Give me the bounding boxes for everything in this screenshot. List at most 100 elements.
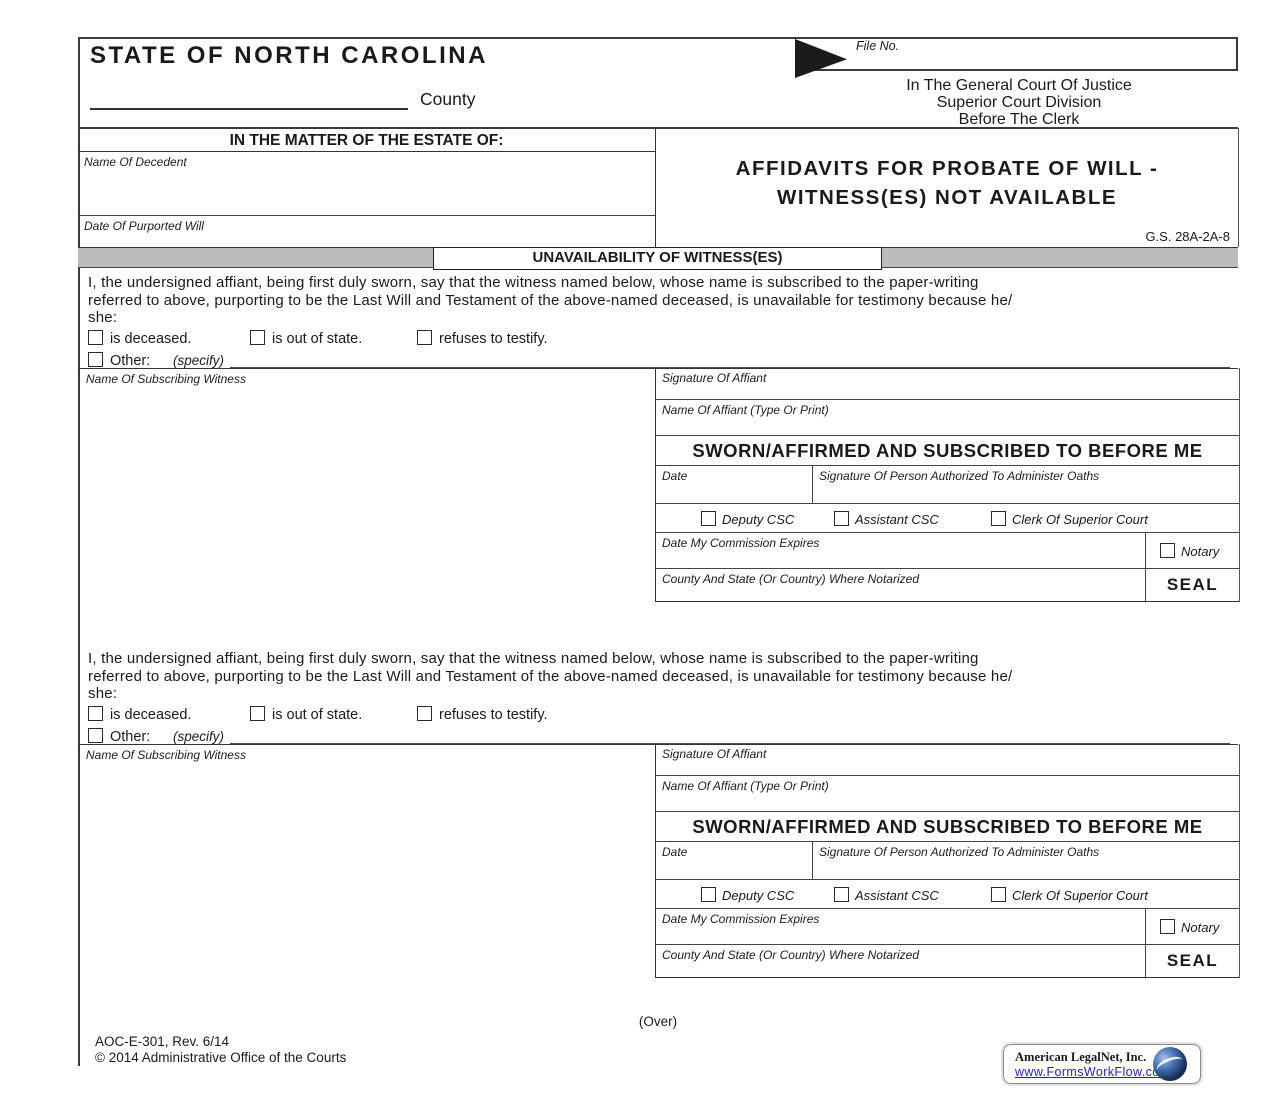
name-affiant-label: Name Of Affiant (Type Or Print) [662, 403, 829, 417]
oaths-signature-cell[interactable]: Signature Of Person Authorized To Admini… [813, 466, 1239, 503]
checkbox-clerk-superior-court[interactable] [991, 511, 1006, 526]
commission-cell[interactable]: Date My Commission Expires [656, 909, 1146, 944]
fileno-underline [800, 69, 1238, 71]
date-cell[interactable]: Date [656, 466, 813, 503]
over-note: (Over) [638, 1014, 678, 1029]
checkbox-notary[interactable] [1160, 919, 1175, 934]
oaths-signature-cell[interactable]: Signature Of Person Authorized To Admini… [813, 842, 1239, 879]
name-affiant-cell[interactable]: Name Of Affiant (Type Or Print) [656, 400, 1239, 436]
affidavit-paragraph: I, the undersigned affiant, being first … [88, 274, 1236, 327]
left-border [78, 37, 80, 1066]
subscribing-witness-label: Name Of Subscribing Witness [86, 372, 246, 386]
file-no-input-area[interactable] [860, 45, 1235, 67]
date-label: Date [662, 845, 688, 859]
commission-row: Date My Commission Expires Notary [656, 533, 1239, 569]
name-affiant-label: Name Of Affiant (Type Or Print) [662, 779, 829, 793]
notarization-column: Signature Of Affiant Name Of Affiant (Ty… [655, 368, 1240, 602]
checkbox-other[interactable] [88, 728, 103, 743]
checkbox-is-deceased[interactable] [88, 706, 103, 721]
file-no-label: File No. [856, 39, 900, 53]
sworn-header: SWORN/AFFIRMED AND SUBSCRIBED TO BEFORE … [656, 812, 1239, 842]
affidavit-paragraph: I, the undersigned affiant, being first … [88, 650, 1236, 703]
notary-cell: Notary [1146, 533, 1239, 568]
paragraph-line-2: referred to above, purporting to be the … [88, 667, 1013, 685]
matter-header: IN THE MATTER OF THE ESTATE OF: [78, 130, 655, 152]
commission-cell[interactable]: Date My Commission Expires [656, 533, 1146, 568]
signature-affiant-label: Signature Of Affiant [662, 371, 767, 385]
seal-label: SEAL [1166, 951, 1219, 970]
other-row: Other: (specify) [78, 728, 1238, 745]
checkbox-out-of-state[interactable] [250, 330, 265, 345]
paragraph-line-3: she: [88, 309, 118, 326]
copyright-line: © 2014 Administrative Office of the Cour… [95, 1050, 347, 1065]
checkbox-deputy-csc[interactable] [701, 511, 716, 526]
checkbox-clerk-superior-court[interactable] [991, 887, 1006, 902]
date-cell[interactable]: Date [656, 842, 813, 879]
subscribing-witness-label: Name Of Subscribing Witness [86, 748, 246, 762]
subscribing-witness-input-area[interactable] [78, 372, 648, 597]
checkbox-label-refuses: refuses to testify. [439, 331, 548, 347]
globe-logo-icon [1153, 1047, 1187, 1081]
state-title: STATE OF NORTH CAROLINA [90, 42, 488, 69]
deputy-csc-label: Deputy CSC [722, 512, 795, 527]
signature-affiant-cell[interactable]: Signature Of Affiant [656, 744, 1239, 776]
checkbox-notary[interactable] [1160, 543, 1175, 558]
other-specify-label: (specify) [173, 729, 225, 744]
reason-checkbox-row: is deceased. is out of state. refuses to… [78, 706, 1238, 723]
other-specify-label: (specify) [173, 353, 225, 368]
signature-affiant-cell[interactable]: Signature Of Affiant [656, 368, 1239, 400]
form-title: AFFIDAVITS FOR PROBATE OF WILL - WITNESS… [656, 154, 1238, 212]
form-title-box: AFFIDAVITS FOR PROBATE OF WILL - WITNESS… [656, 128, 1239, 247]
globe-swish [1154, 1053, 1186, 1078]
checkbox-other[interactable] [88, 352, 103, 367]
checkbox-refuses-testify[interactable] [417, 330, 432, 345]
subscribing-witness-input-area[interactable] [78, 748, 648, 973]
officer-checkbox-row: Deputy CSC Assistant CSC Clerk Of Superi… [656, 504, 1239, 533]
decedent-input-area[interactable]: Name Of Decedent [78, 152, 655, 216]
name-affiant-cell[interactable]: Name Of Affiant (Type Or Print) [656, 776, 1239, 812]
section-title: UNAVAILABILITY OF WITNESS(ES) [433, 247, 882, 270]
checkbox-label-out-of-state: is out of state. [272, 331, 363, 347]
notary-cell: Notary [1146, 909, 1239, 944]
assistant-csc-label: Assistant CSC [855, 512, 939, 527]
sworn-header: SWORN/AFFIRMED AND SUBSCRIBED TO BEFORE … [656, 436, 1239, 466]
county-input-line[interactable] [90, 90, 408, 110]
fileno-right-border [1236, 37, 1238, 70]
checkbox-assistant-csc[interactable] [834, 887, 849, 902]
checkbox-label-refuses: refuses to testify. [439, 707, 548, 723]
county-notarized-cell[interactable]: County And State (Or Country) Where Nota… [656, 945, 1146, 977]
checkbox-out-of-state[interactable] [250, 706, 265, 721]
date-signature-row: Date Signature Of Person Authorized To A… [656, 466, 1239, 504]
paragraph-line-2: referred to above, purporting to be the … [88, 291, 1013, 309]
checkbox-refuses-testify[interactable] [417, 706, 432, 721]
affidavit-block-2: I, the undersigned affiant, being first … [78, 644, 1240, 984]
county-notarized-cell[interactable]: County And State (Or Country) Where Nota… [656, 569, 1146, 601]
clerk-label: Clerk Of Superior Court [1012, 888, 1148, 903]
oaths-label: Signature Of Person Authorized To Admini… [819, 845, 1100, 859]
estate-box: IN THE MATTER OF THE ESTATE OF: Name Of … [78, 128, 656, 247]
form-title-line-2: WITNESS(ES) NOT AVAILABLE [776, 186, 1118, 209]
assistant-csc-label: Assistant CSC [855, 888, 939, 903]
legalnet-link[interactable]: www.FormsWorkFlow.com [1015, 1065, 1171, 1079]
notarization-column: Signature Of Affiant Name Of Affiant (Ty… [655, 744, 1240, 978]
checkbox-is-deceased[interactable] [88, 330, 103, 345]
commission-row: Date My Commission Expires Notary [656, 909, 1239, 945]
county-notarized-row: County And State (Or Country) Where Nota… [656, 945, 1239, 978]
officer-checkbox-row: Deputy CSC Assistant CSC Clerk Of Superi… [656, 880, 1239, 909]
county-notarized-label: County And State (Or Country) Where Nota… [662, 948, 919, 962]
reason-checkbox-row: is deceased. is out of state. refuses to… [78, 330, 1238, 347]
other-label: Other: [110, 729, 151, 745]
date-signature-row: Date Signature Of Person Authorized To A… [656, 842, 1239, 880]
purported-will-input-area[interactable]: Date Of Purported Will [78, 216, 655, 247]
checkbox-deputy-csc[interactable] [701, 887, 716, 902]
legalnet-name: American LegalNet, Inc. [1015, 1050, 1147, 1064]
commission-label: Date My Commission Expires [662, 536, 820, 550]
checkbox-label-deceased: is deceased. [110, 331, 192, 347]
seal-label: SEAL [1166, 575, 1219, 594]
court-line-3: Before The Clerk [958, 111, 1080, 128]
commission-label: Date My Commission Expires [662, 912, 820, 926]
decedent-label: Name Of Decedent [84, 155, 187, 169]
affidavit-block-1: I, the undersigned affiant, being first … [78, 268, 1240, 608]
court-line-2: Superior Court Division [936, 94, 1102, 111]
checkbox-assistant-csc[interactable] [834, 511, 849, 526]
